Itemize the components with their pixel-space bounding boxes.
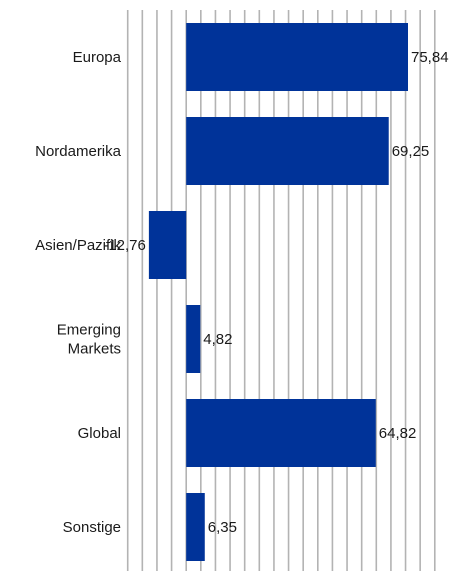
value-label: 6,35: [208, 519, 237, 536]
category-label: Europa: [73, 49, 122, 66]
bar-0: [186, 23, 408, 91]
value-label: 69,25: [392, 143, 430, 160]
bar-1: [186, 117, 389, 185]
bar-5: [186, 493, 205, 561]
category-label: Global: [78, 425, 121, 442]
bar-2: [148, 211, 187, 279]
category-label: Sonstige: [63, 519, 121, 536]
value-label: -12,76: [103, 237, 146, 254]
grid-lines: [126, 10, 436, 571]
value-labels: 75,84 69,25 -12,76 4,82 64,82 6,35: [103, 49, 448, 536]
category-labels: Europa Nordamerika Asien/Pazifik Emerging Ma…: [35, 49, 122, 536]
bars: [148, 23, 408, 561]
category-label: Nordamerika: [35, 143, 122, 160]
bar-3: [186, 305, 201, 373]
value-label: 64,82: [379, 425, 417, 442]
bar-4: [186, 399, 376, 467]
value-label: 4,82: [203, 331, 232, 348]
category-label: Emerging Markets: [57, 322, 121, 358]
value-label: 75,84: [411, 49, 449, 66]
category-label: Asien/Pazifik: [35, 237, 121, 254]
